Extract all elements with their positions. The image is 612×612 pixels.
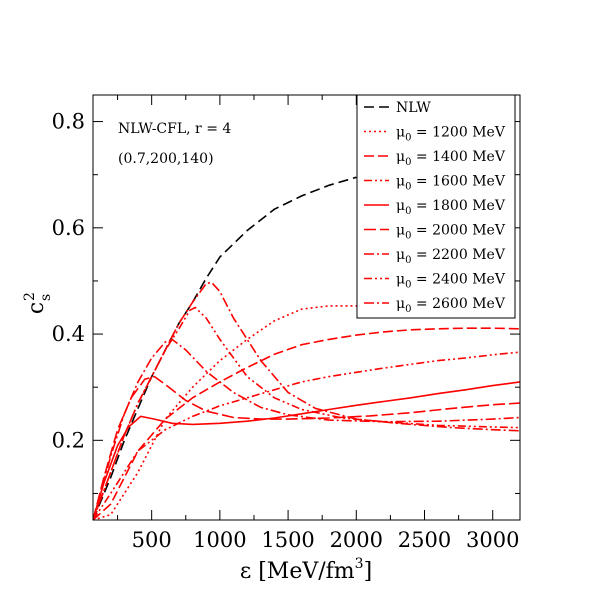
legend-mu-value: = 2000 MeV — [411, 223, 505, 239]
legend-label-6: μ0 = 2200 MeV — [396, 247, 506, 266]
x-axis-title-sup: 3 — [355, 556, 364, 572]
series-line-2 — [93, 327, 520, 520]
legend-label-3: μ0 = 1600 MeV — [396, 174, 506, 193]
legend-label-5: μ0 = 2000 MeV — [396, 223, 506, 242]
legend-box — [356, 94, 516, 319]
legend-mu-symbol: μ — [396, 247, 405, 263]
x-tick-label: 500 — [132, 528, 172, 552]
legend-mu-symbol: μ — [396, 296, 405, 312]
y-tick-label: 0.2 — [52, 428, 85, 452]
legend-mu-subscript: 0 — [405, 182, 411, 193]
legend-mu-subscript: 0 — [405, 304, 411, 315]
legend-mu-symbol: μ — [396, 223, 405, 239]
y-tick-label: 0.8 — [52, 110, 85, 134]
series-layer — [93, 176, 520, 520]
legend-mu-symbol: μ — [396, 198, 405, 214]
legend-label-1: μ0 = 1200 MeV — [396, 125, 506, 144]
y-axis-title-main: c — [24, 302, 49, 314]
axes-layer: 500 1000 1500 2000 2500 3000 0.2 0.4 0.6 0.8 — [52, 95, 520, 552]
legend-mu-value: = 2600 MeV — [411, 296, 505, 312]
y-axis-title: c 2 s — [22, 292, 54, 314]
x-axis-title: ε [MeV/fm3] — [240, 556, 372, 584]
legend-mu-subscript: 0 — [405, 133, 411, 144]
y-tick-label: 0.6 — [52, 216, 85, 240]
y-tick-label: 0.4 — [52, 322, 85, 346]
series-line-6 — [93, 338, 520, 520]
legend-mu-symbol: μ — [396, 174, 405, 190]
y-axis-title-sub: s — [38, 294, 54, 301]
legend-label-2: μ0 = 1400 MeV — [396, 149, 506, 168]
annotation-model: NLW-CFL, r = 4 — [118, 121, 231, 137]
legend-mu-value: = 2400 MeV — [411, 272, 505, 288]
legend-mu-value: = 1400 MeV — [411, 149, 505, 165]
legend-mu-subscript: 0 — [405, 255, 411, 266]
legend-mu-symbol: μ — [396, 272, 405, 288]
plot-frame — [92, 94, 521, 521]
legend-label-0: NLW — [396, 100, 431, 116]
legend-label-8: μ0 = 2600 MeV — [396, 296, 506, 315]
legend-mu-value: = 1600 MeV — [411, 174, 505, 190]
legend-mu-subscript: 0 — [405, 280, 411, 291]
legend-mu-value: = 2200 MeV — [411, 247, 505, 263]
y-axis-title-sup: 2 — [22, 292, 38, 301]
legend-mu-value: = 1200 MeV — [411, 125, 505, 141]
series-line-7 — [93, 306, 520, 520]
legend-label-4: μ0 = 1800 MeV — [396, 198, 506, 217]
x-tick-label: 3000 — [466, 528, 519, 552]
series-line-0 — [93, 176, 357, 520]
legend-mu-value: = 1800 MeV — [411, 198, 505, 214]
x-tick-label: 2000 — [330, 528, 383, 552]
x-axis-title-main: ε [MeV/fm — [240, 559, 355, 584]
legend-mu-subscript: 0 — [405, 231, 411, 242]
x-tick-label: 1000 — [193, 528, 246, 552]
legend-mu-subscript: 0 — [405, 206, 411, 217]
legend-label-7: μ0 = 2400 MeV — [396, 272, 506, 291]
x-tick-label: 1500 — [261, 528, 314, 552]
legend-mu-symbol: μ — [396, 125, 405, 141]
series-line-3 — [93, 351, 520, 520]
series-line-1 — [93, 305, 411, 520]
legend-mu-subscript: 0 — [405, 157, 411, 168]
x-tick-label: 2500 — [398, 528, 451, 552]
legend-mu-symbol: μ — [396, 149, 405, 165]
series-line-8 — [93, 281, 520, 520]
annotation-params: (0.7,200,140) — [118, 151, 214, 167]
x-axis-title-tail: ] — [364, 559, 373, 584]
